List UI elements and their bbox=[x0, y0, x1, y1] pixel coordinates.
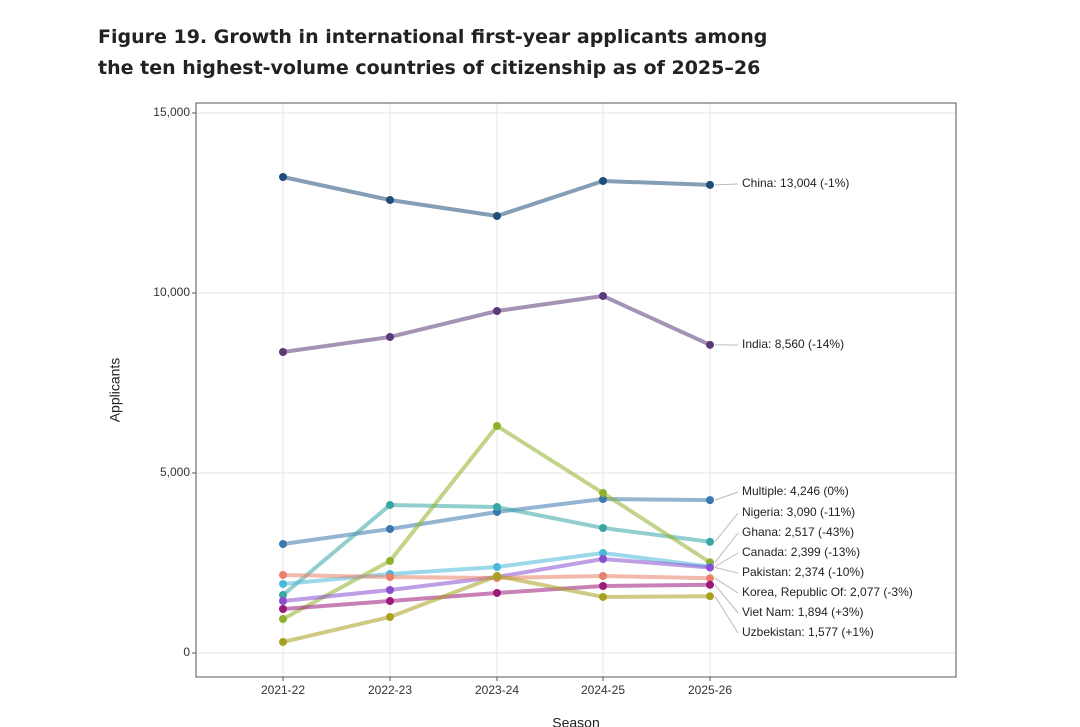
data-point bbox=[279, 637, 287, 646]
data-point bbox=[386, 196, 394, 205]
data-point bbox=[493, 307, 501, 316]
data-point bbox=[279, 539, 287, 548]
label-leader bbox=[714, 183, 739, 186]
data-point bbox=[706, 592, 714, 601]
data-point bbox=[599, 291, 607, 300]
data-point bbox=[279, 570, 287, 579]
y-tick-label: 15,000 bbox=[153, 105, 190, 119]
data-point bbox=[386, 612, 394, 621]
data-point bbox=[279, 173, 287, 182]
data-point bbox=[599, 581, 607, 590]
data-point bbox=[279, 597, 287, 606]
data-point bbox=[493, 502, 501, 511]
data-point bbox=[599, 548, 607, 557]
data-point bbox=[386, 572, 394, 581]
data-point bbox=[706, 574, 714, 583]
label-leader bbox=[714, 595, 739, 634]
series-label: Viet Nam: 1,894 (+3%) bbox=[742, 605, 864, 619]
data-point bbox=[493, 562, 501, 571]
data-point bbox=[493, 571, 501, 580]
data-point bbox=[279, 615, 287, 624]
x-axis-label: Season bbox=[552, 715, 599, 727]
data-point bbox=[493, 421, 501, 430]
data-point bbox=[599, 489, 607, 498]
series-label: Pakistan: 2,374 (-10%) bbox=[742, 565, 864, 579]
series-label: Ghana: 2,517 (-43%) bbox=[742, 525, 854, 539]
data-point bbox=[706, 180, 714, 189]
series-label: Uzbekistan: 1,577 (+1%) bbox=[742, 625, 874, 639]
data-point bbox=[599, 494, 607, 503]
x-tick-label: 2022-23 bbox=[368, 683, 412, 697]
data-point bbox=[706, 496, 714, 505]
label-leader bbox=[714, 512, 739, 543]
data-point bbox=[386, 585, 394, 594]
series-label: Multiple: 4,246 (0%) bbox=[742, 484, 849, 498]
label-leader bbox=[714, 532, 739, 563]
data-point bbox=[386, 332, 394, 341]
x-tick-label: 2021-22 bbox=[261, 683, 305, 697]
data-point bbox=[706, 537, 714, 546]
data-point bbox=[706, 563, 714, 572]
label-leader bbox=[714, 584, 739, 614]
chart-title: Figure 19. Growth in international first… bbox=[98, 26, 768, 79]
data-point bbox=[599, 592, 607, 601]
data-point bbox=[493, 212, 501, 221]
label-leader bbox=[714, 491, 739, 501]
y-tick-label: 0 bbox=[183, 645, 190, 659]
y-tick-label: 5,000 bbox=[160, 465, 190, 479]
data-point bbox=[599, 177, 607, 186]
data-point bbox=[706, 340, 714, 349]
data-point bbox=[599, 571, 607, 580]
label-leader bbox=[714, 552, 739, 568]
data-point bbox=[493, 588, 501, 597]
label-leader bbox=[714, 577, 739, 594]
data-point bbox=[279, 590, 287, 599]
data-point bbox=[386, 597, 394, 606]
data-point bbox=[386, 500, 394, 509]
plot-frame bbox=[195, 102, 957, 678]
data-point bbox=[279, 348, 287, 357]
data-point bbox=[279, 604, 287, 613]
series-label: China: 13,004 (-1%) bbox=[742, 176, 849, 190]
x-tick-label: 2023-24 bbox=[475, 683, 519, 697]
series-label: India: 8,560 (-14%) bbox=[742, 337, 844, 351]
x-tick-label: 2025-26 bbox=[688, 683, 732, 697]
x-tick-label: 2024-25 bbox=[581, 683, 625, 697]
data-point bbox=[279, 579, 287, 588]
y-axis-label: Applicants bbox=[107, 358, 123, 423]
series-label: Nigeria: 3,090 (-11%) bbox=[742, 505, 855, 519]
label-leader bbox=[714, 567, 739, 574]
series-label: Korea, Republic Of: 2,077 (-3%) bbox=[742, 585, 913, 599]
data-point bbox=[386, 556, 394, 565]
data-point bbox=[599, 554, 607, 563]
data-point bbox=[386, 525, 394, 534]
y-tick-label: 10,000 bbox=[153, 285, 190, 299]
data-point bbox=[599, 524, 607, 533]
series-label: Canada: 2,399 (-13%) bbox=[742, 545, 860, 559]
data-point bbox=[706, 580, 714, 589]
